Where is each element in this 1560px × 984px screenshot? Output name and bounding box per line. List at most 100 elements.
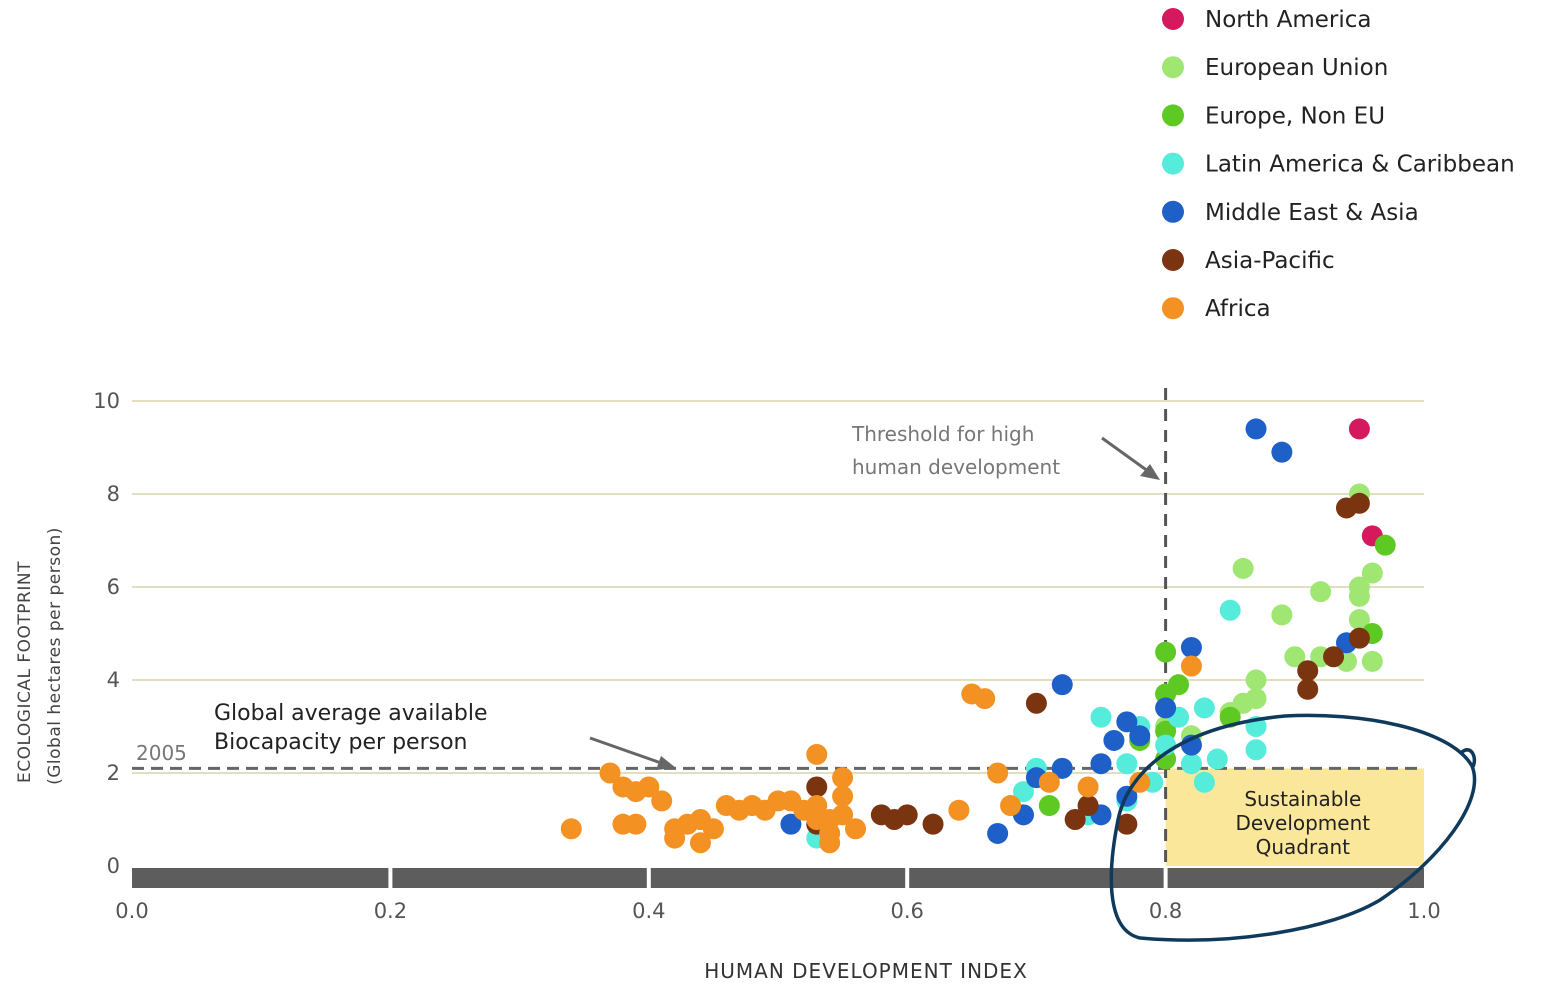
data-point: [1129, 725, 1151, 747]
data-point: [651, 790, 673, 812]
data-point: [987, 762, 1009, 784]
data-point: [1245, 669, 1267, 691]
data-point: [819, 832, 841, 854]
data-point: [599, 762, 621, 784]
data-point: [1361, 650, 1383, 672]
legend-label: North America: [1205, 7, 1372, 33]
data-point: [1297, 678, 1319, 700]
x-tick-label: 1.0: [1407, 899, 1440, 923]
data-point: [1090, 753, 1112, 775]
data-point: [1168, 674, 1190, 696]
x-tick-label: 0.0: [115, 899, 148, 923]
quadrant-label: Sustainable Development Quadrant: [1235, 787, 1370, 859]
y-axis-title: ECOLOGICAL FOOTPRINT: [15, 561, 35, 783]
y-tick-label: 6: [107, 575, 120, 599]
y-tick-label: 8: [107, 482, 120, 506]
y-tick-label: 4: [107, 668, 120, 692]
y-axis-subtitle: (Global hectares per person): [45, 527, 65, 785]
legend-marker: [1162, 249, 1184, 271]
data-point: [1090, 706, 1112, 728]
biocapacity-label-line-2: Biocapacity per person: [214, 730, 467, 755]
data-point: [1000, 795, 1022, 817]
quadrant-label-line-1: Sustainable: [1244, 787, 1361, 811]
data-point: [948, 799, 970, 821]
threshold-arrowhead: [1140, 464, 1160, 480]
data-point: [560, 818, 582, 840]
data-point: [1206, 748, 1228, 770]
legend-marker: [1162, 56, 1184, 79]
data-point: [922, 813, 944, 835]
legend-marker: [1162, 104, 1184, 127]
threshold-label-line-2: human development: [852, 455, 1060, 479]
data-point: [1038, 795, 1060, 817]
x-tick-label: 0.2: [374, 899, 407, 923]
x-axis-band-gap: [646, 868, 651, 888]
threshold-arrow: [1101, 436, 1153, 476]
data-point: [832, 785, 854, 807]
x-tick-label: 0.6: [890, 899, 923, 923]
data-point: [1374, 534, 1396, 556]
data-point: [806, 795, 828, 817]
data-point: [1297, 660, 1319, 682]
data-point: [1103, 729, 1125, 751]
x-axis-band: [132, 868, 1424, 888]
data-point: [1245, 418, 1267, 440]
data-point: [1193, 697, 1215, 719]
data-point: [806, 776, 828, 798]
x-axis-title: HUMAN DEVELOPMENT INDEX: [704, 959, 1028, 983]
data-point: [1219, 599, 1241, 621]
data-point: [638, 776, 660, 798]
data-point: [1064, 809, 1086, 830]
data-point: [1348, 609, 1370, 631]
data-point: [1335, 497, 1357, 519]
data-point: [1077, 776, 1099, 798]
legend-marker: [1162, 297, 1184, 320]
data-point: [1271, 441, 1293, 463]
data-point: [1180, 753, 1202, 775]
biocapacity-arrowhead: [656, 756, 676, 770]
legend-marker: [1162, 8, 1184, 30]
hand-drawn-circle: [1109, 713, 1477, 942]
legend-marker: [1162, 152, 1184, 175]
x-tick-label: 0.8: [1149, 899, 1182, 923]
data-point: [1051, 674, 1073, 696]
data-point: [1038, 771, 1060, 793]
data-point: [1077, 795, 1099, 817]
biocapacity-year-label: 2005: [136, 741, 187, 765]
x-tick-label: 0.4: [632, 899, 665, 923]
threshold-label-line-1: Threshold for high: [851, 422, 1034, 446]
data-point: [1245, 739, 1267, 761]
data-point: [1193, 771, 1215, 793]
quadrant-label-line-2: Development: [1235, 811, 1370, 835]
data-point: [1116, 711, 1138, 733]
data-points: [560, 418, 1396, 854]
data-point: [1310, 581, 1332, 603]
data-point: [689, 832, 711, 854]
legend-label: European Union: [1205, 55, 1388, 81]
data-point: [1129, 771, 1151, 793]
y-tick-label: 10: [93, 389, 120, 413]
data-point: [1348, 627, 1370, 649]
data-point: [1051, 757, 1073, 779]
data-point: [832, 767, 854, 789]
data-point: [845, 818, 867, 840]
data-point: [1271, 604, 1293, 626]
legend: North America European Union Europe, Non E…: [1162, 7, 1515, 322]
axis-ticks: 0.0 0.2 0.4 0.6 0.8 1.0 0 2 4 6 8 10: [93, 389, 1440, 923]
legend-label: Latin America & Caribbean: [1205, 152, 1515, 178]
data-point: [1180, 655, 1202, 677]
data-point: [780, 813, 802, 835]
data-point: [1180, 636, 1202, 658]
data-point: [974, 688, 996, 710]
legend-label: Africa: [1205, 296, 1271, 322]
legend-label: Asia-Pacific: [1205, 248, 1335, 274]
x-axis-bar: [132, 868, 1424, 888]
quadrant-label-line-3: Quadrant: [1256, 835, 1351, 859]
x-axis-band-gap: [388, 868, 393, 888]
legend-label: Middle East & Asia: [1205, 200, 1419, 226]
y-tick-label: 0: [107, 854, 120, 878]
data-point: [1155, 697, 1177, 719]
y-tick-label: 2: [107, 761, 120, 785]
data-point: [1348, 418, 1370, 440]
data-point: [702, 818, 724, 840]
